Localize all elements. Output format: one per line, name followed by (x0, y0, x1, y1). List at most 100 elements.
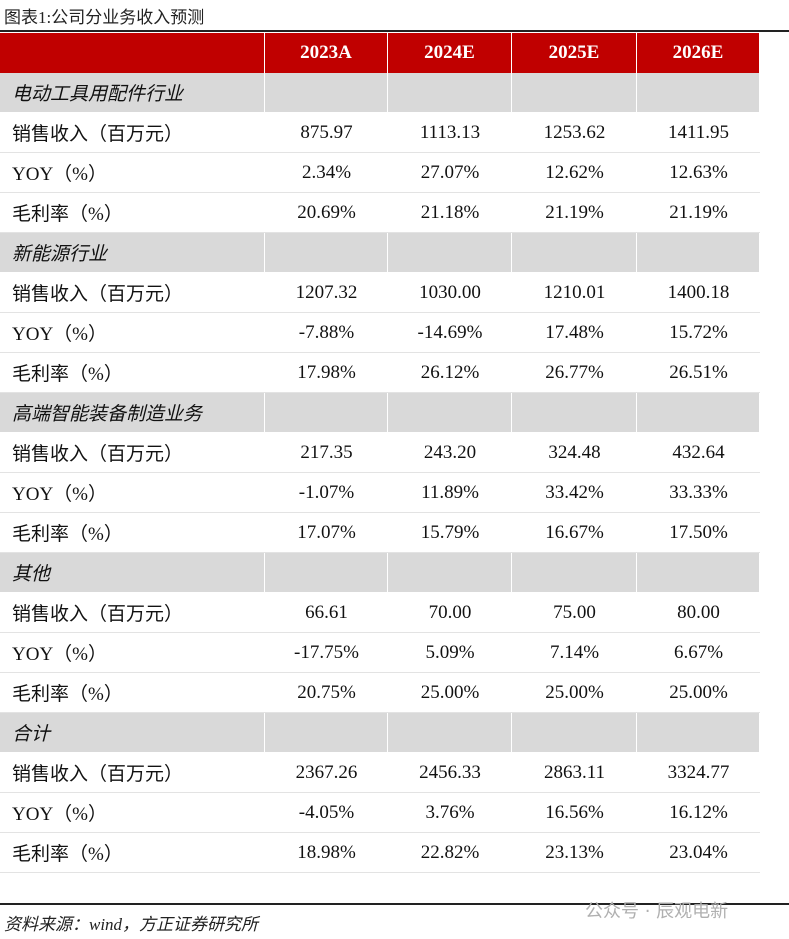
value-cell: 2367.26 (295, 761, 358, 783)
header-cell: 2025E (512, 33, 637, 73)
section-cell (637, 233, 760, 272)
rule (0, 903, 789, 905)
value-cell: 15.79% (420, 521, 480, 543)
data-row: 毛利率（%） 18.98% 22.82% 23.13% 23.04% (0, 833, 760, 873)
section-label: 其他 (0, 553, 265, 592)
value-cell: 21.19% (545, 201, 604, 223)
value-cell: 25.00% (669, 681, 728, 703)
row-label: 毛利率（%） (12, 524, 123, 545)
rule (0, 30, 789, 32)
data-row: 毛利率（%） 17.07% 15.79% 16.67% 17.50% (0, 513, 760, 553)
row-label: 销售收入（百万元） (12, 444, 184, 465)
value-cell: 26.12% (420, 361, 480, 383)
value-cell: 1253.62 (543, 121, 606, 143)
data-row: 毛利率（%） 17.98% 26.12% 26.77% 26.51% (0, 353, 760, 393)
value-cell: -17.75% (294, 641, 359, 663)
header-cell (0, 33, 265, 73)
data-row: 毛利率（%） 20.69% 21.18% 21.19% 21.19% (0, 193, 760, 233)
data-row: 销售收入（百万元） 66.61 70.00 75.00 80.00 (0, 593, 760, 633)
section-label: 高端智能装备制造业务 (0, 393, 265, 432)
row-label: YOY（%） (12, 324, 107, 345)
value-cell: 21.18% (420, 201, 480, 223)
section-cell (265, 73, 388, 112)
section-cell (388, 393, 512, 432)
section-cell (637, 713, 760, 752)
value-cell: -7.88% (298, 321, 355, 343)
value-cell: -14.69% (417, 321, 483, 343)
value-cell: 3324.77 (667, 761, 730, 783)
value-cell: 22.82% (420, 841, 480, 863)
value-cell: 33.42% (545, 481, 604, 503)
value-cell: 12.63% (669, 161, 728, 183)
value-cell: 33.33% (669, 481, 728, 503)
value-cell: 3.76% (425, 801, 475, 823)
value-cell: 1113.13 (419, 121, 481, 143)
data-row: 销售收入（百万元） 2367.26 2456.33 2863.11 3324.77 (0, 753, 760, 793)
value-cell: 11.89% (421, 481, 479, 503)
section-cell (512, 553, 637, 592)
header-cell: 2023A (265, 33, 388, 73)
header-cell: 2026E (637, 33, 760, 73)
section-row: 新能源行业 (0, 233, 760, 273)
section-label: 新能源行业 (0, 233, 265, 272)
value-cell: 217.35 (300, 441, 353, 463)
row-label: 销售收入（百万元） (12, 284, 184, 305)
value-cell: 20.75% (297, 681, 356, 703)
value-cell: 27.07% (420, 161, 480, 183)
section-cell (512, 233, 637, 272)
data-row: YOY（%） -1.07% 11.89% 33.42% 33.33% (0, 473, 760, 513)
section-cell (388, 713, 512, 752)
value-cell: 23.13% (545, 841, 604, 863)
section-row: 合计 (0, 713, 760, 753)
section-cell (388, 553, 512, 592)
data-row: 销售收入（百万元） 217.35 243.20 324.48 432.64 (0, 433, 760, 473)
section-label: 电动工具用配件行业 (0, 73, 265, 112)
value-cell: 432.64 (672, 441, 725, 463)
data-row: YOY（%） -4.05% 3.76% 16.56% 16.12% (0, 793, 760, 833)
section-cell (512, 393, 637, 432)
value-cell: 80.00 (677, 601, 720, 623)
section-cell (637, 73, 760, 112)
value-cell: 75.00 (553, 601, 596, 623)
value-cell: 5.09% (425, 641, 475, 663)
value-cell: 26.77% (545, 361, 604, 383)
data-row: 毛利率（%） 20.75% 25.00% 25.00% 25.00% (0, 673, 760, 713)
value-cell: 17.07% (297, 521, 356, 543)
value-cell: 23.04% (669, 841, 728, 863)
section-cell (512, 73, 637, 112)
section-cell (265, 713, 388, 752)
row-label: 销售收入（百万元） (12, 124, 184, 145)
section-cell (388, 73, 512, 112)
value-cell: 243.20 (423, 441, 477, 463)
value-cell: 1400.18 (667, 281, 730, 303)
row-label: YOY（%） (12, 804, 107, 825)
data-row: 销售收入（百万元） 1207.32 1030.00 1210.01 1400.18 (0, 273, 760, 313)
value-cell: 12.62% (545, 161, 604, 183)
data-row: YOY（%） -7.88% -14.69% 17.48% 15.72% (0, 313, 760, 353)
section-cell (265, 233, 388, 272)
data-row: YOY（%） 2.34% 27.07% 12.62% 12.63% (0, 153, 760, 193)
value-cell: 20.69% (297, 201, 356, 223)
value-cell: 2863.11 (543, 761, 606, 783)
value-cell: 1207.32 (295, 281, 358, 303)
value-cell: 1210.01 (543, 281, 606, 303)
value-cell: 324.48 (548, 441, 601, 463)
value-cell: 17.48% (545, 321, 604, 343)
source: 资料来源：wind，方正证券研究所 (4, 915, 259, 934)
section-cell (388, 233, 512, 272)
data-row: 销售收入（百万元） 875.97 1113.13 1253.62 1411.95 (0, 113, 760, 153)
section-cell (637, 553, 760, 592)
row-label: YOY（%） (12, 484, 107, 505)
value-cell: -1.07% (298, 481, 355, 503)
value-cell: 26.51% (669, 361, 728, 383)
value-cell: 16.67% (545, 521, 604, 543)
value-cell: 16.56% (545, 801, 604, 823)
value-cell: 25.00% (545, 681, 604, 703)
value-cell: 6.67% (673, 641, 724, 663)
value-cell: 1030.00 (419, 281, 481, 303)
value-cell: 21.19% (669, 201, 728, 223)
data-row: YOY（%） -17.75% 5.09% 7.14% 6.67% (0, 633, 760, 673)
section-row: 高端智能装备制造业务 (0, 393, 760, 433)
value-cell: 1411.95 (667, 121, 730, 143)
value-cell: 25.00% (420, 681, 480, 703)
